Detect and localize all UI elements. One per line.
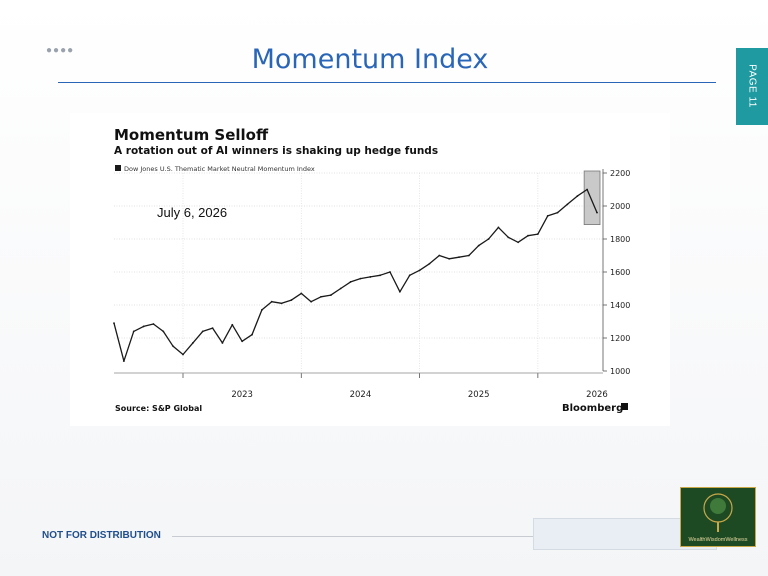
data-point-2023-08 [251, 333, 253, 336]
data-point-2022-12 [172, 345, 175, 348]
chart-title: Momentum Selloff [114, 126, 269, 144]
data-point-2022-09 [142, 325, 145, 328]
data-point-2024-07 [359, 277, 362, 280]
y-axis: 1000 1200 1400 1600 1800 2000 2200 [602, 169, 630, 376]
data-point-2024-05 [339, 287, 342, 290]
y-tick-label-1600: 1600 [610, 268, 630, 277]
data-point-2023-11 [280, 302, 283, 305]
data-point-2022-08 [132, 330, 135, 333]
data-point-2026-04 [566, 203, 569, 206]
y-tick-label-2200: 2200 [610, 169, 630, 178]
bloomberg-mark [621, 403, 628, 410]
legend-label: Dow Jones U.S. Thematic Market Neutral M… [124, 165, 315, 173]
y-tick-label-1400: 1400 [610, 301, 630, 310]
logo-text: WealthWisdomWellness [688, 537, 747, 543]
chart-grid [114, 172, 603, 371]
data-point-2023-12 [290, 299, 293, 301]
data-point-2024-02 [310, 300, 313, 303]
x-tick-label-2025: 2025 [468, 390, 490, 400]
data-point-2024-04 [329, 294, 332, 296]
data-point-2023-07 [241, 340, 244, 343]
footer-divider [172, 536, 534, 537]
data-point-2025-06 [467, 254, 470, 257]
data-point-2024-08 [369, 276, 372, 278]
data-point-2025-09 [497, 226, 500, 229]
data-point-2022-11 [162, 330, 165, 333]
bloomberg-logo: Bloomberg [562, 403, 623, 414]
decorative-dots: ●●●● [46, 45, 75, 56]
data-point-2024-01 [300, 292, 303, 295]
data-point-2025-08 [487, 238, 490, 240]
x-tick-label-2023: 2023 [231, 390, 253, 400]
page-number-tab: PAGE 11 [736, 48, 768, 125]
data-point-2025-10 [507, 236, 510, 239]
data-point-2025-11 [517, 241, 520, 244]
data-point-2026-07 [596, 211, 598, 214]
data-point-2024-12 [408, 274, 411, 277]
title-divider [58, 82, 716, 83]
data-point-2023-04 [211, 327, 214, 329]
momentum-chart: Momentum Selloff A rotation out of AI wi… [113, 126, 630, 414]
x-tick-label-2024: 2024 [350, 390, 372, 400]
data-point-2026-01 [536, 233, 539, 235]
footer-disclaimer: NOT FOR DISTRIBUTION [42, 530, 161, 541]
series-line [113, 188, 598, 362]
data-point-2025-07 [477, 244, 480, 247]
source-note: Source: S&P Global [115, 404, 202, 413]
tree-icon: WealthWisdomWellness [688, 493, 748, 543]
data-point-2023-10 [270, 300, 273, 303]
data-point-2024-09 [379, 274, 382, 277]
data-point-2025-02 [428, 262, 431, 265]
data-point-2023-06 [231, 323, 234, 326]
data-point-2025-05 [458, 256, 460, 259]
x-axis: 2023 2024 2025 2026 [114, 372, 608, 400]
chart-card: Momentum Selloff A rotation out of AI wi… [70, 113, 670, 426]
data-point-2026-05 [576, 195, 579, 197]
data-point-2022-06 [113, 322, 115, 325]
data-point-2026-03 [556, 211, 559, 214]
data-point-2025-04 [448, 257, 451, 260]
highlight-layer [583, 170, 601, 225]
y-tick-label-2000: 2000 [610, 202, 630, 211]
data-point-2023-02 [191, 342, 194, 344]
data-point-2026-02 [546, 215, 549, 217]
company-logo: WealthWisdomWellness [680, 487, 756, 547]
data-point-2022-10 [152, 323, 155, 325]
highlight-box [583, 170, 601, 225]
data-point-2022-07 [122, 360, 125, 362]
date-annotation: July 6, 2026 [157, 205, 227, 220]
page-title: Momentum Index [251, 44, 489, 75]
y-tick-label-1000: 1000 [610, 367, 630, 376]
data-point-2024-06 [349, 281, 352, 283]
legend-swatch [115, 165, 121, 171]
data-point-2024-11 [398, 290, 401, 293]
page-number-label: PAGE 11 [746, 64, 758, 108]
data-point-2024-03 [320, 295, 322, 298]
series-layer [113, 188, 598, 362]
y-tick-label-1800: 1800 [610, 235, 630, 244]
data-point-2026-06 [586, 188, 589, 191]
data-point-2024-10 [389, 271, 391, 273]
data-point-2023-09 [260, 309, 263, 311]
y-tick-label-1200: 1200 [610, 334, 630, 343]
data-point-2023-03 [201, 330, 204, 333]
x-tick-label-2026: 2026 [586, 390, 608, 400]
chart-subtitle: A rotation out of AI winners is shaking … [114, 145, 438, 157]
data-point-2025-01 [418, 269, 421, 272]
data-point-2023-05 [221, 342, 224, 344]
data-point-2025-03 [438, 254, 441, 257]
data-point-2025-12 [527, 234, 529, 237]
data-point-2023-01 [182, 353, 184, 356]
